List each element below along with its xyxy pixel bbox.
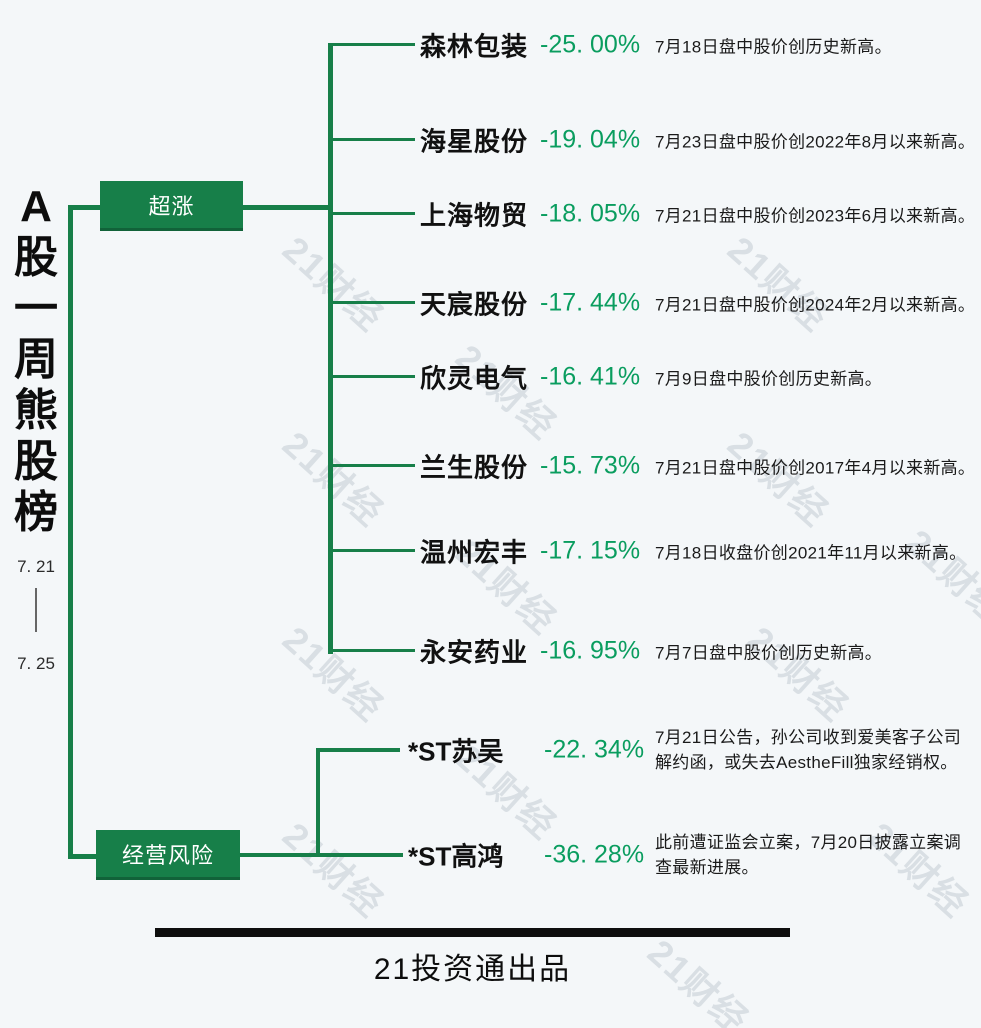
stock-name: 温州宏丰 [420, 537, 529, 568]
stock-change: -17. 15% [540, 536, 641, 565]
tree-branch-line [328, 138, 415, 141]
stock-change: -36. 28% [544, 840, 645, 869]
tree-branch-line [328, 464, 415, 467]
title-char: 熊 [14, 386, 58, 435]
title-char: A [20, 182, 52, 231]
title-char: 榜 [14, 488, 58, 537]
date-range-connector [35, 588, 37, 632]
stock-note: 7月23日盘中股价创2022年8月以来新高。 [655, 132, 976, 152]
stock-change: -17. 44% [540, 288, 641, 317]
title-char: 周 [14, 335, 58, 384]
tree-branch-line [316, 748, 400, 752]
stock-name: *ST高鸿 [408, 841, 504, 872]
stock-change: -15. 73% [540, 451, 641, 480]
stock-note: 7月21日公告，孙公司收到爱美客子公司解约函，或失去AestheFill独家经销… [655, 728, 962, 772]
tree-branch-line [328, 301, 415, 304]
stock-note: 7月21日盘中股价创2023年6月以来新高。 [655, 206, 976, 226]
footer-divider [155, 928, 790, 937]
tree-line-overrise-trunk [328, 43, 333, 654]
tree-branch-line [328, 43, 415, 46]
tree-line-risk-right [240, 853, 403, 857]
title-char: 股 [14, 233, 58, 282]
watermark-text: 21财经 [275, 814, 392, 926]
stock-change: -16. 41% [540, 362, 641, 391]
watermark-text: 21财经 [898, 521, 981, 633]
stock-change: -16. 95% [540, 636, 641, 665]
stock-note: 此前遭证监会立案，7月20日披露立案调查最新进展。 [655, 833, 962, 877]
stock-change: -22. 34% [544, 735, 645, 764]
category-label: 超涨 [148, 193, 195, 219]
category-box-overrise: 超涨 [100, 181, 243, 231]
category-label: 经营风险 [121, 842, 214, 868]
stock-note: 7月7日盘中股价创历史新高。 [655, 643, 883, 663]
watermark-text: 21财经 [740, 618, 857, 730]
stock-name: *ST苏吴 [408, 736, 504, 767]
stock-note: 7月18日盘中股价创历史新高。 [655, 37, 892, 57]
page-title: A 股 一 周 熊 股 榜 [8, 181, 64, 538]
tree-line-risk-left [68, 854, 96, 859]
stock-name: 上海物贸 [420, 200, 529, 231]
title-char: 股 [14, 437, 58, 486]
stock-note: 7月21日盘中股价创2024年2月以来新高。 [655, 295, 976, 315]
stock-name: 天宸股份 [420, 289, 529, 320]
stock-name: 兰生股份 [420, 452, 529, 483]
title-char: 一 [14, 284, 58, 333]
footer-credit: 21投资通出品 [373, 953, 572, 986]
tree-branch-line [328, 649, 415, 652]
tree-branch-line [328, 375, 415, 378]
stock-change: -19. 04% [540, 125, 641, 154]
date-range-end: 7. 25 [17, 654, 55, 673]
date-range-start: 7. 21 [17, 557, 55, 576]
watermark-text: 21财经 [275, 423, 392, 535]
stock-note: 7月18日收盘价创2021年11月以来新高。 [655, 543, 967, 563]
watermark-text: 21财经 [275, 618, 392, 730]
stock-name: 永安药业 [420, 637, 529, 668]
stock-change: -18. 05% [540, 199, 641, 228]
tree-line-risk-riser [316, 748, 320, 857]
tree-line-overrise-right [243, 205, 330, 210]
stock-note: 7月21日盘中股价创2017年4月以来新高。 [655, 458, 976, 478]
tree-line-left-spine [68, 205, 73, 859]
stock-name: 森林包装 [420, 31, 529, 62]
stock-change: -25. 00% [540, 30, 641, 59]
category-box-operational-risk: 经营风险 [96, 830, 240, 880]
tree-branch-line [328, 549, 415, 552]
watermark-text: 21财经 [720, 228, 837, 340]
watermark-text: 21财经 [275, 228, 392, 340]
stock-note: 7月9日盘中股价创历史新高。 [655, 369, 883, 389]
stock-name: 欣灵电气 [420, 363, 529, 394]
tree-line-overrise-left [68, 205, 100, 210]
stock-name: 海星股份 [420, 126, 529, 157]
tree-branch-line [328, 212, 415, 215]
